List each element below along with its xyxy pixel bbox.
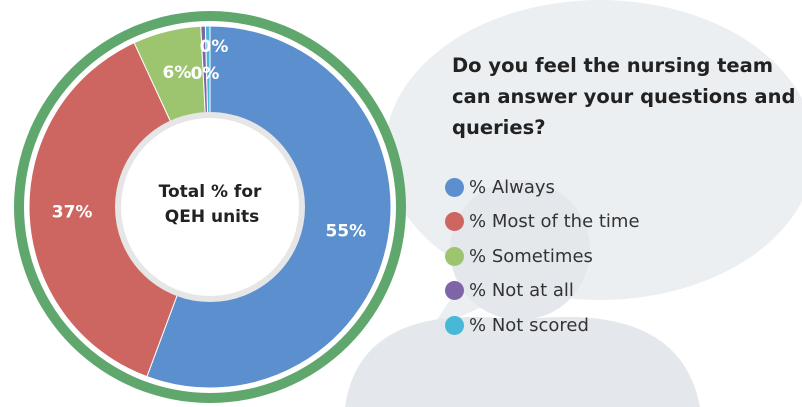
legend-item: % Always (445, 170, 640, 205)
legend-swatch (445, 212, 464, 232)
data-label: 0% (191, 64, 220, 84)
person-head (450, 180, 590, 320)
data-label: 6% (163, 63, 192, 83)
center-label: Total % for (159, 182, 262, 202)
legend-label: % Always (469, 176, 555, 198)
legend-swatch (445, 246, 464, 266)
background-art (345, 0, 802, 407)
chart-title: Do you feel the nursing team can answer … (452, 54, 796, 139)
legend-label: % Sometimes (469, 245, 593, 267)
legend-item: % Most of the time (445, 205, 640, 240)
legend-label: % Not scored (469, 314, 589, 336)
person-body (345, 316, 700, 407)
data-label: 37% (52, 202, 93, 222)
data-label: 0% (200, 37, 229, 57)
data-label: 55% (325, 221, 366, 241)
legend-swatch (445, 177, 464, 197)
center-label: QEH units (165, 207, 260, 227)
legend-item: % Sometimes (445, 239, 640, 274)
legend-swatch (445, 315, 464, 335)
legend-label: % Not at all (469, 280, 574, 302)
legend-label: % Most of the time (469, 211, 640, 233)
legend: % Always % Most of the time % Sometimes % N… (445, 170, 640, 343)
legend-item: % Not at all (445, 274, 640, 309)
donut-hole (115, 112, 305, 302)
legend-item: % Not scored (445, 308, 640, 343)
legend-swatch (445, 281, 464, 301)
